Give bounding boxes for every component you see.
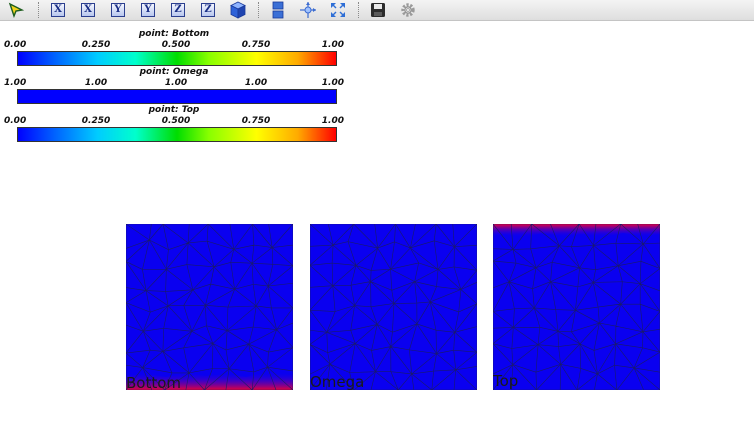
axis-label: Z [201, 3, 215, 17]
axis-label: Z [171, 3, 185, 17]
toolbar-separator [38, 2, 39, 18]
scalar-bar-tick: 0.250 [81, 116, 111, 126]
view-x-negative-icon[interactable]: X [78, 0, 98, 20]
toolbar: X X Y Y Z Z [0, 0, 754, 21]
axis-label: X [51, 3, 65, 17]
center-axes-icon[interactable] [298, 0, 318, 20]
mesh-wireframe [493, 224, 660, 390]
scalar-bar-omega: point: Omega 1.00 1.00 1.00 1.00 1.00 [4, 67, 344, 105]
scalar-bar-top: point: Top 0.00 0.250 0.500 0.750 1.00 [4, 105, 344, 143]
save-icon[interactable] [368, 0, 388, 20]
scalar-bar-tick: 1.00 [321, 78, 344, 88]
axis-label: X [81, 3, 95, 17]
scalar-bar-tick: 0.00 [4, 40, 27, 50]
scalar-bar-tick: 0.250 [81, 40, 111, 50]
scalar-bar-tick: 1.00 [84, 78, 108, 88]
layout-icon[interactable] [268, 0, 288, 20]
axis-label: Y [111, 3, 125, 17]
isometric-cube-icon[interactable] [228, 0, 248, 20]
fit-view-icon[interactable] [328, 0, 348, 20]
select-arrow-icon[interactable] [6, 0, 26, 20]
toolbar-separator [258, 2, 259, 18]
axis-label: Y [141, 3, 155, 17]
scalar-bar-tick: 0.00 [4, 116, 27, 126]
view-z-positive-icon[interactable]: Z [168, 0, 188, 20]
view-label: Omega [310, 373, 365, 390]
scalar-bar-tick: 0.750 [241, 116, 271, 126]
colormap-gradient [17, 127, 337, 142]
render-view-top[interactable]: Top [493, 224, 660, 390]
scalar-bar-title: point: Bottom [138, 29, 210, 39]
scalar-bar-tick: 1.00 [321, 116, 344, 126]
scalar-bar-title: point: Omega [139, 67, 209, 77]
colormap-gradient [17, 51, 337, 66]
view-y-positive-icon[interactable]: Y [108, 0, 128, 20]
scalar-bar-tick: 0.750 [241, 40, 271, 50]
scalar-bar-tick: 1.00 [244, 78, 268, 88]
view-label: Top [493, 372, 519, 390]
scalar-bar-title: point: Top [148, 105, 200, 115]
view-label: Bottom [126, 374, 182, 390]
scalar-bar-tick: 1.00 [4, 78, 27, 88]
scalar-bar-bottom: point: Bottom 0.00 0.250 0.500 0.750 1.0… [4, 29, 344, 67]
view-z-negative-icon[interactable]: Z [198, 0, 218, 20]
scalar-bar-tick: 1.00 [321, 40, 344, 50]
colormap-gradient [17, 89, 337, 104]
view-x-positive-icon[interactable]: X [48, 0, 68, 20]
render-view-omega[interactable]: Omega [310, 224, 477, 390]
view-y-negative-icon[interactable]: Y [138, 0, 158, 20]
mesh-wireframe [310, 224, 477, 390]
settings-gear-icon[interactable] [398, 0, 418, 20]
scalar-bar-tick: 1.00 [164, 78, 188, 88]
mesh-wireframe [126, 224, 293, 390]
render-view-bottom[interactable]: Bottom [126, 224, 293, 390]
toolbar-separator [358, 2, 359, 18]
scalar-bar-tick: 0.500 [161, 116, 191, 126]
scalar-bar-tick: 0.500 [161, 40, 191, 50]
